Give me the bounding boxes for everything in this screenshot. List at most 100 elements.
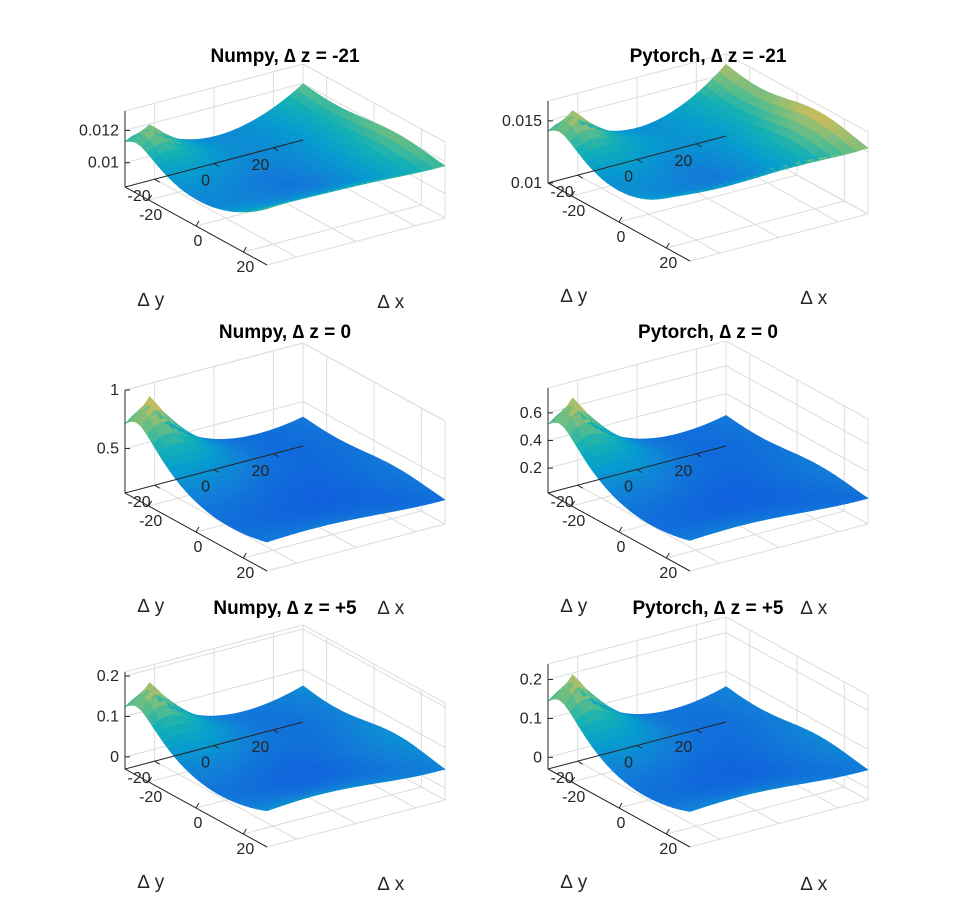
z-tick-label: 1 xyxy=(110,382,119,399)
y-tick-label: 20 xyxy=(252,157,270,174)
y-tick-label: 0 xyxy=(201,755,210,772)
surface-patch xyxy=(124,411,138,424)
x-tick-mark xyxy=(571,776,576,783)
surface-mesh xyxy=(124,682,446,812)
y-tick-label: 20 xyxy=(675,153,693,170)
surface-mesh xyxy=(547,397,869,541)
grid-line xyxy=(266,523,446,572)
x-axis-label: ∆ x xyxy=(801,288,828,309)
subplot-title: Pytorch, ∆ z = 0 xyxy=(638,322,778,343)
surface-patch xyxy=(124,134,138,142)
y-tick-mark xyxy=(696,453,702,458)
y-tick-label: 0 xyxy=(624,169,633,186)
x-tick-mark xyxy=(618,802,623,809)
x-tick-mark xyxy=(242,552,247,559)
x-tick-label: 0 xyxy=(194,539,203,556)
subplot-title: Numpy, ∆ z = +5 xyxy=(213,598,357,619)
y-tick-mark xyxy=(636,745,643,749)
y-tick-mark xyxy=(636,159,643,163)
z-tick-label: 0 xyxy=(110,749,119,766)
grid-line xyxy=(547,340,727,389)
z-tick-label: 0.6 xyxy=(520,405,542,422)
x-tick-label: 20 xyxy=(659,565,677,582)
subplot-title: Numpy, ∆ z = -21 xyxy=(210,46,359,67)
y-axis-label: ∆ y xyxy=(561,286,588,307)
y-tick-label: 0 xyxy=(624,479,633,496)
x-tick-mark xyxy=(665,242,670,249)
z-tick-label: 0.01 xyxy=(88,155,119,172)
x-tick-mark xyxy=(195,220,200,227)
x-axis-label: ∆ x xyxy=(378,598,405,619)
x-tick-label: 0 xyxy=(194,233,203,250)
grid-line xyxy=(547,365,869,445)
grid-line xyxy=(689,523,869,572)
y-tick-label: 20 xyxy=(675,463,693,480)
y-tick-label: -20 xyxy=(551,184,574,201)
subplot-3: 0.5 1 20 0 -20 -20 0 20 ∆ y ∆ x Numpy, ∆ z = 0 xyxy=(97,322,446,619)
y-tick-label: 20 xyxy=(252,739,270,756)
subplot-2: 0.01 0.015 20 0 -20 -20 0 20 ∆ y ∆ x Pytorch, ∆ z … xyxy=(502,46,869,309)
grid-line xyxy=(547,670,869,750)
y-tick-mark xyxy=(577,760,583,765)
y-tick-mark xyxy=(154,484,160,489)
z-tick-label: 0.2 xyxy=(520,460,542,477)
surface-patch xyxy=(547,412,561,425)
y-tick-mark xyxy=(213,745,220,749)
surface-mesh xyxy=(124,83,446,213)
x-tick-label: -20 xyxy=(139,207,162,224)
grid-line xyxy=(689,799,869,848)
y-axis-label: ∆ y xyxy=(138,872,165,893)
grid-line xyxy=(266,217,446,266)
grid-line xyxy=(666,200,845,249)
subplot-5: 0 0.1 0.2 20 0 -20 -20 0 20 ∆ y ∆ x Numpy, ∆ z = +5 xyxy=(97,598,446,895)
grid-line xyxy=(547,53,727,102)
subplot-6: 0 0.1 0.2 20 0 -20 -20 0 20 ∆ y ∆ x Pytorch, ∆ z = … xyxy=(520,598,869,895)
z-tick-label: 0 xyxy=(533,749,542,766)
y-tick-mark xyxy=(696,729,702,734)
subplot-title: Numpy, ∆ z = 0 xyxy=(219,322,351,343)
y-tick-label: -20 xyxy=(128,188,151,205)
surface-mesh xyxy=(124,396,446,543)
y-axis-label: ∆ y xyxy=(561,596,588,617)
grid-line xyxy=(725,616,869,696)
x-tick-mark xyxy=(148,500,153,507)
grid-line xyxy=(547,392,869,472)
x-axis-label: ∆ x xyxy=(801,598,828,619)
surface-patch xyxy=(124,695,138,707)
x-tick-label: 0 xyxy=(194,815,203,832)
x-tick-mark xyxy=(571,500,576,507)
y-axis-label: ∆ y xyxy=(138,290,165,311)
x-tick-label: 0 xyxy=(617,539,626,556)
y-tick-label: -20 xyxy=(128,770,151,787)
grid-line xyxy=(266,799,446,848)
z-tick-label: 0.01 xyxy=(511,175,542,192)
subplot-1: 0.01 0.012 20 0 -20 -20 0 20 ∆ y ∆ x Numpy, ∆ z = … xyxy=(79,46,446,313)
x-tick-label: 20 xyxy=(659,841,677,858)
y-axis-label: ∆ y xyxy=(561,872,588,893)
x-tick-label: 20 xyxy=(659,255,677,272)
y-tick-mark xyxy=(154,760,160,765)
x-tick-label: 0 xyxy=(617,815,626,832)
x-tick-label: 20 xyxy=(236,565,254,582)
y-tick-label: 20 xyxy=(252,463,270,480)
grid-line xyxy=(725,53,869,133)
grid-line xyxy=(124,624,304,673)
surface-mesh xyxy=(546,63,869,200)
x-tick-mark xyxy=(618,216,623,223)
x-axis-label: ∆ x xyxy=(378,874,405,895)
x-tick-label: 0 xyxy=(617,229,626,246)
y-tick-mark xyxy=(273,729,279,734)
surface-patch xyxy=(546,121,561,132)
x-tick-label: -20 xyxy=(139,513,162,530)
y-tick-label: 20 xyxy=(675,739,693,756)
y-tick-mark xyxy=(577,484,583,489)
x-tick-mark xyxy=(242,246,247,253)
z-tick-label: 0.2 xyxy=(520,672,542,689)
grid-line xyxy=(725,340,869,420)
y-tick-label: 0 xyxy=(201,173,210,190)
x-tick-mark xyxy=(148,194,153,201)
grid-line xyxy=(689,213,869,262)
grid-line xyxy=(547,632,869,711)
y-tick-label: -20 xyxy=(551,770,574,787)
